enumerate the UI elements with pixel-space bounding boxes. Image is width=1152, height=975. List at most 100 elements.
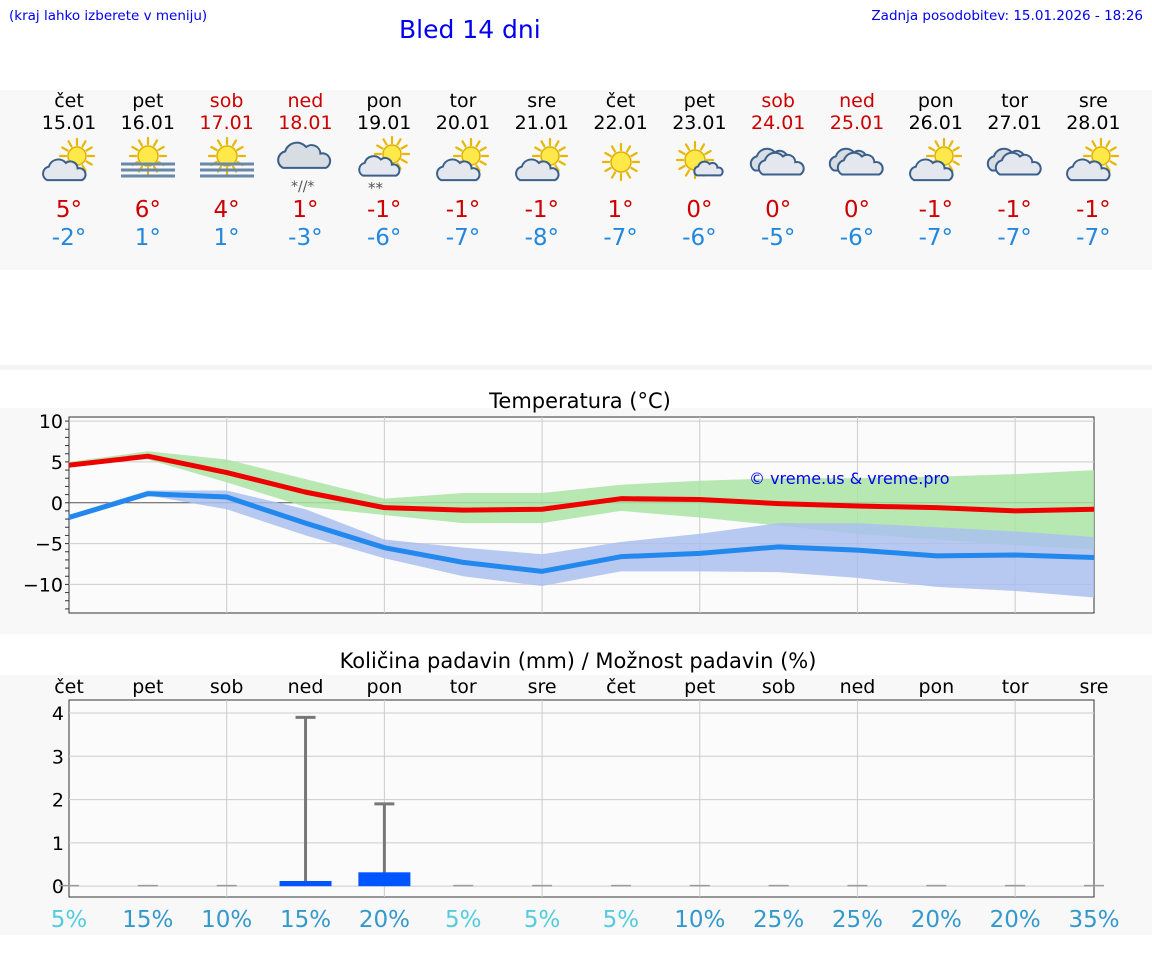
date-label: 20.01 — [435, 112, 491, 134]
precip-probability: 25% — [832, 907, 883, 933]
precip-bar — [279, 880, 332, 887]
min-temp: 1° — [213, 225, 240, 251]
max-temp: 0° — [686, 197, 713, 223]
plot-area — [68, 699, 1095, 898]
min-temp: -3° — [288, 225, 323, 251]
precip-probability: 5% — [603, 907, 640, 933]
partly-cloudy-icon — [514, 137, 568, 182]
day-column: ned 18.01 *//* 1° -3° — [265, 90, 345, 252]
day-column: pon 19.01 ** -1° -6° — [344, 90, 424, 252]
x-category-label: sre — [1080, 676, 1109, 698]
weekday-label: čet — [54, 90, 84, 112]
min-temp: -7° — [997, 225, 1032, 251]
date-label: 24.01 — [750, 112, 806, 134]
tmin-range-band — [69, 490, 1094, 598]
x-category-label: pet — [132, 676, 163, 698]
min-temp: 1° — [134, 225, 161, 251]
y-tick-label: 0 — [51, 493, 63, 515]
x-category-label: pon — [367, 676, 403, 698]
precip-bar — [358, 872, 411, 887]
weekday-label: pon — [366, 90, 403, 112]
cloud-sleet-icon: *//* — [277, 141, 332, 195]
x-category-label: pon — [918, 676, 954, 698]
weekday-label: sre — [527, 90, 557, 112]
max-temp: -1° — [366, 197, 402, 223]
max-temp: -1° — [1076, 197, 1111, 223]
y-tick-label: 5 — [51, 452, 63, 474]
min-temp: -5° — [760, 225, 796, 251]
max-temp: 6° — [134, 197, 161, 223]
day-column: sob 24.01 0° -5° — [738, 90, 818, 252]
date-label: 27.01 — [987, 112, 1042, 134]
min-temp: -8° — [524, 225, 560, 251]
weekday-label: sob — [209, 90, 244, 112]
tmax-line — [68, 453, 1095, 514]
weekday-label: čet — [605, 90, 636, 112]
weekday-label: ned — [839, 90, 875, 112]
max-temp: 0° — [765, 197, 792, 223]
cloudy-icon — [749, 147, 805, 176]
precip-probability: 15% — [122, 907, 173, 933]
y-tick-label: 3 — [52, 746, 64, 768]
weekday-label: pet — [132, 90, 164, 112]
day-column: pet 16.01 6° 1° — [108, 90, 188, 252]
max-temp: 0° — [843, 197, 871, 223]
day-column: ned 25.01 0° -6° — [817, 90, 897, 252]
y-tick-label: −5 — [35, 534, 63, 556]
precip-probability: 10% — [674, 907, 725, 933]
weekday-label: pet — [683, 90, 715, 112]
chart-title: Količina padavin (mm) / Možnost padavin … — [340, 649, 817, 673]
x-category-label: ned — [840, 676, 876, 698]
max-temp: 1° — [607, 197, 634, 223]
weekday-label: sob — [761, 90, 795, 112]
location-hint[interactable]: (kraj lahko izberete v meniju) — [9, 8, 208, 24]
y-tick-label: −10 — [23, 574, 63, 596]
last-update: Zadnja posodobitev: 15.01.2026 - 18:26 — [871, 8, 1143, 24]
y-tick-label: 1 — [52, 833, 64, 855]
min-temp: -6° — [366, 225, 402, 251]
min-temp: -7° — [1076, 225, 1111, 251]
x-category-label: sre — [528, 676, 557, 698]
partly-cloudy-icon — [436, 137, 490, 182]
sun-fog-icon — [199, 136, 254, 178]
sun-small-cloud-icon — [676, 140, 725, 180]
x-category-label: čet — [54, 676, 84, 698]
max-temp: -1° — [997, 197, 1032, 223]
page-title: Bled 14 dni — [399, 15, 541, 44]
x-category-label: čet — [606, 676, 636, 698]
partly-cloudy-icon — [42, 137, 96, 182]
sun-icon — [601, 142, 640, 182]
precip-probability: 5% — [524, 907, 561, 933]
date-label: 26.01 — [908, 112, 963, 134]
y-tick-label: 2 — [52, 790, 64, 812]
max-temp: 1° — [292, 197, 319, 223]
x-category-label: sob — [762, 676, 796, 698]
weekday-label: ned — [287, 90, 324, 112]
y-tick-label: 4 — [52, 703, 64, 725]
partly-cloudy-icon — [1066, 137, 1120, 182]
svg-text:*//*: *//* — [291, 179, 314, 195]
date-label: 22.01 — [593, 112, 648, 134]
daily-forecast-band — [0, 90, 1152, 270]
temperature-chart: Temperatura (°C) 10 5 0 −5 −10 © vreme.us & vr… — [0, 389, 1152, 634]
day-column: čet 22.01 1° -7° — [581, 90, 661, 252]
x-category-label: tor — [1002, 676, 1029, 698]
min-temp: -6° — [682, 225, 717, 251]
partly-cloudy-snow-icon: ** — [358, 135, 411, 197]
day-column: sre 28.01 -1° -7° — [1053, 90, 1133, 252]
precip-probability: 20% — [359, 907, 410, 933]
date-label: 18.01 — [278, 112, 333, 134]
max-temp: 5° — [55, 197, 83, 223]
weekday-label: sre — [1078, 90, 1108, 112]
watermark: © vreme.us & vreme.pro — [749, 469, 950, 488]
day-column: tor 27.01 -1° -7° — [975, 90, 1055, 252]
date-label: 25.01 — [829, 112, 885, 134]
precip-probability: 25% — [753, 907, 804, 933]
weekday-label: pon — [917, 90, 954, 112]
cloudy-icon — [986, 147, 1042, 176]
min-temp: -7° — [603, 225, 638, 251]
y-tick-label: 0 — [52, 876, 64, 898]
x-category-label: tor — [450, 676, 477, 698]
weekday-label: tor — [1001, 90, 1029, 112]
partly-cloudy-icon — [908, 137, 962, 182]
